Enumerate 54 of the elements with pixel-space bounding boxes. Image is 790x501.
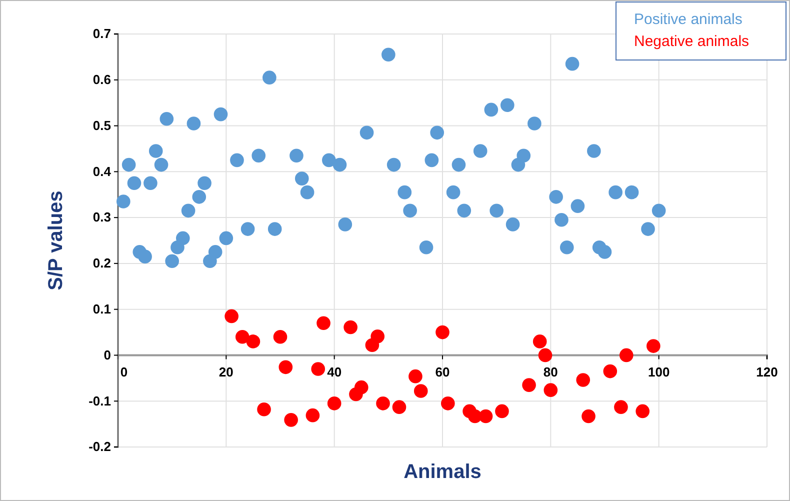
text: Positive animals	[634, 11, 742, 28]
point	[582, 409, 596, 424]
y-tick-label: 0.1	[92, 301, 111, 316]
text: Negative animals	[634, 33, 750, 50]
point	[538, 348, 552, 362]
point	[532, 334, 547, 348]
x-tick-label: 120	[756, 364, 778, 380]
point	[278, 360, 293, 374]
y-axis-title: S/P values	[45, 190, 67, 290]
point	[235, 330, 250, 344]
point	[344, 320, 358, 334]
y-tick-label: 0.3	[92, 210, 111, 225]
point	[408, 369, 422, 384]
y-tick-label: 0.2	[92, 256, 111, 271]
point	[646, 339, 660, 353]
point	[311, 362, 326, 376]
point	[273, 330, 288, 344]
point	[327, 396, 342, 410]
x-tick-label: 40	[327, 364, 342, 380]
point	[619, 348, 634, 362]
y-tick-label: -0.2	[88, 439, 111, 454]
point	[306, 408, 320, 422]
point	[284, 413, 298, 427]
point	[376, 396, 390, 410]
point	[392, 400, 406, 414]
point	[441, 396, 455, 410]
point	[316, 316, 330, 330]
x-tick-label: 60	[435, 364, 450, 380]
point	[522, 378, 536, 392]
y-tick-label: 0.7	[92, 26, 111, 42]
point	[224, 309, 238, 324]
point	[354, 380, 368, 394]
point	[478, 409, 493, 424]
y-tick-label: 0.5	[92, 118, 111, 133]
y-tick-label: 0	[104, 347, 111, 362]
point	[370, 330, 385, 344]
point	[495, 404, 509, 418]
point	[614, 400, 628, 414]
point	[257, 402, 271, 416]
x-tick-label: 100	[648, 364, 670, 380]
point	[414, 384, 428, 398]
x-tick-label: 0	[120, 364, 128, 380]
point	[576, 373, 590, 387]
x-tick-label: 20	[218, 364, 234, 380]
point	[544, 383, 558, 397]
y-tick-label: 0.4	[92, 164, 112, 179]
point	[603, 364, 618, 378]
point	[246, 334, 260, 348]
x-tick-label: 80	[543, 364, 558, 380]
y-tick-label: -0.1	[88, 393, 111, 408]
point	[636, 404, 650, 418]
point	[436, 325, 450, 340]
x-axis-title: Animals	[404, 461, 482, 483]
y-tick-label: 0.6	[92, 72, 111, 88]
